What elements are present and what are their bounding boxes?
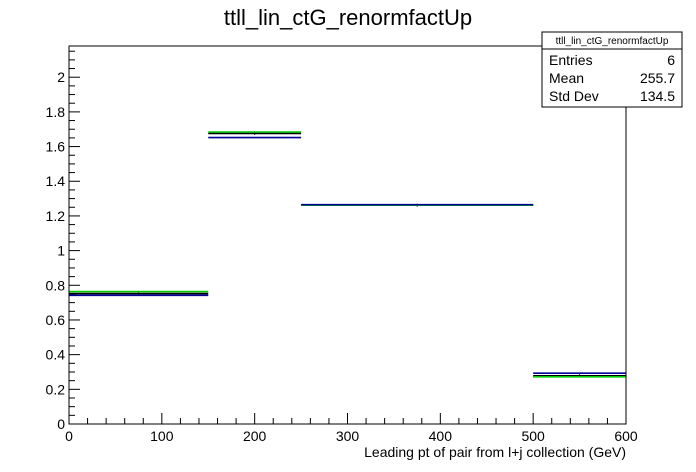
x-tick-label: 400 xyxy=(429,428,453,444)
x-tick-label: 500 xyxy=(521,428,545,444)
y-axis: 0 0.2 0.4 0.6 0.8 1 1.2 1.4 1.6 1.8 2 xyxy=(46,50,80,432)
y-tick-label: 1.4 xyxy=(46,173,66,189)
x-tick-label: 600 xyxy=(614,428,638,444)
y-tick-label: 1.8 xyxy=(46,104,66,120)
x-axis-label: Leading pt of pair from l+j collection (… xyxy=(364,444,626,460)
y-tick-label: 0.4 xyxy=(46,347,66,363)
y-tick-label: 2 xyxy=(57,69,65,85)
stats-mean-value: 255.7 xyxy=(640,70,675,86)
y-tick-label: 1.2 xyxy=(46,208,66,224)
stats-box-frame xyxy=(541,31,683,108)
y-tick-label: 1.6 xyxy=(46,139,66,155)
stats-stddev-value: 134.5 xyxy=(640,88,675,104)
x-tick-label: 100 xyxy=(150,428,174,444)
y-tick-label: 0.2 xyxy=(46,381,66,397)
x-axis: 0 100 200 300 400 500 600 xyxy=(65,413,638,444)
stats-box: ttll_lin_ctG_renormfactUp Entries 6 Mean… xyxy=(541,31,683,108)
x-tick-label: 200 xyxy=(243,428,267,444)
x-tick-label: 0 xyxy=(65,428,73,444)
x-tick-label: 300 xyxy=(336,428,360,444)
stats-stddev-label: Std Dev xyxy=(549,88,599,104)
stats-entries-label: Entries xyxy=(549,52,593,68)
y-tick-label: 0 xyxy=(57,416,65,432)
y-tick-label: 0.6 xyxy=(46,312,66,328)
chart-title: ttll_lin_ctG_renormfactUp xyxy=(224,5,472,30)
stats-box-title: ttll_lin_ctG_renormfactUp xyxy=(556,36,669,47)
series-marks xyxy=(69,131,626,378)
stats-mean-label: Mean xyxy=(549,70,584,86)
stats-entries-value: 6 xyxy=(667,52,675,68)
y-tick-label: 0.8 xyxy=(46,277,66,293)
y-tick-label: 1 xyxy=(57,243,65,259)
